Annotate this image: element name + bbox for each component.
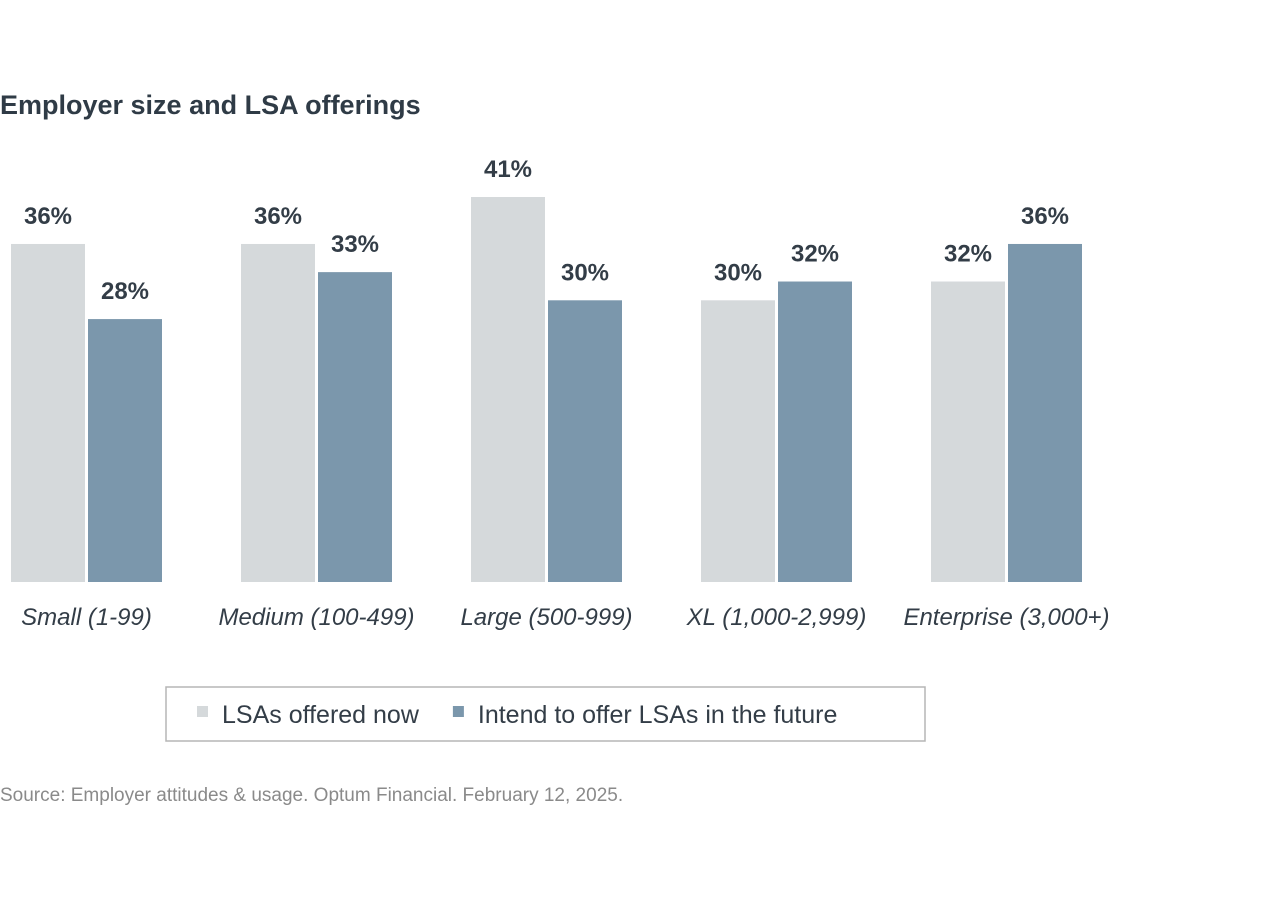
legend-swatch <box>197 706 208 717</box>
source-note: Source: Employer attitudes & usage. Optu… <box>0 785 623 806</box>
x-tick-label: Small (1-99) <box>21 604 152 631</box>
bar <box>548 300 622 582</box>
bar <box>778 281 852 582</box>
x-tick-label: Large (500-999) <box>460 604 632 631</box>
data-label: 30% <box>714 259 762 286</box>
data-label: 41% <box>484 156 532 183</box>
x-tick-label: Enterprise (3,000+) <box>903 604 1109 631</box>
data-label: 28% <box>101 278 149 305</box>
bar <box>88 319 162 582</box>
bar <box>701 300 775 582</box>
legend-label: LSAs offered now <box>222 701 420 729</box>
chart-title: Employer size and LSA offerings <box>0 90 421 120</box>
data-label: 36% <box>254 203 302 230</box>
bar <box>11 243 85 582</box>
legend-label: Intend to offer LSAs in the future <box>478 701 838 729</box>
x-tick-label: Medium (100-499) <box>218 604 414 631</box>
data-label: 32% <box>944 241 992 268</box>
bar <box>1008 243 1082 582</box>
data-label: 36% <box>1021 203 1069 230</box>
bar <box>931 281 1005 582</box>
legend-box <box>165 686 926 742</box>
bar <box>318 272 392 582</box>
data-label: 33% <box>331 231 379 258</box>
bar <box>241 243 315 582</box>
data-label: 36% <box>24 203 72 230</box>
x-tick-label: XL (1,000-2,999) <box>686 604 867 631</box>
data-label: 30% <box>561 259 609 286</box>
bar <box>471 197 545 582</box>
legend-swatch <box>452 706 464 717</box>
data-label: 32% <box>791 241 839 268</box>
